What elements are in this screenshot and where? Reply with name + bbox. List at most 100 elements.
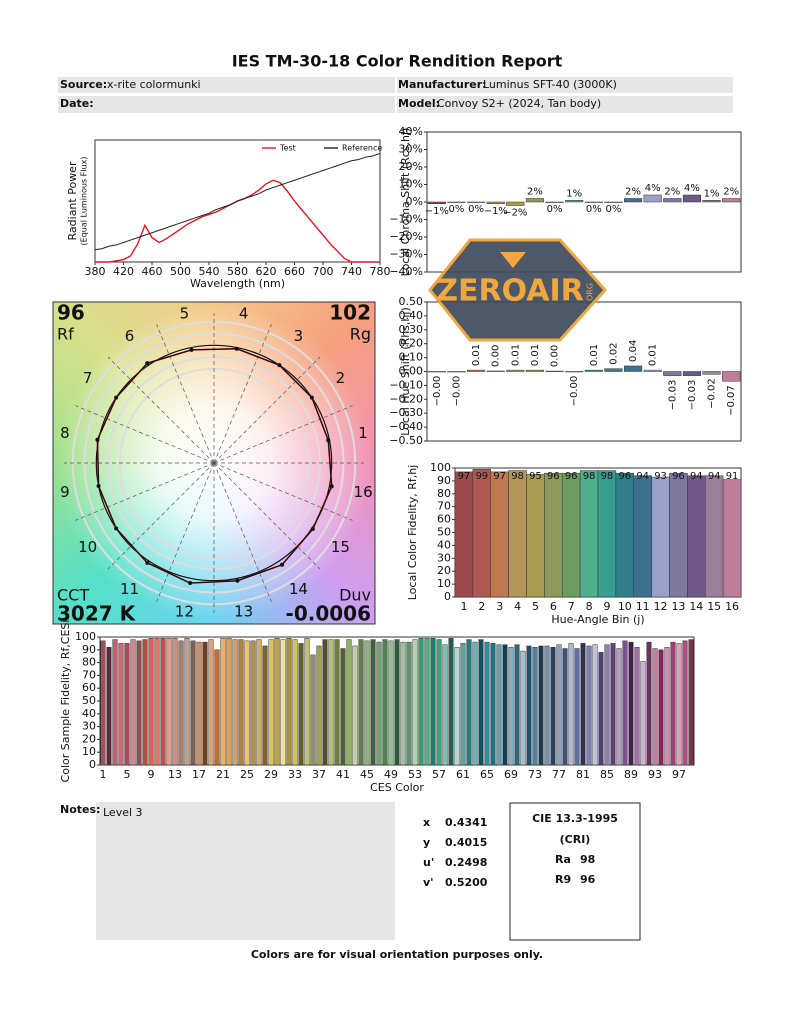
value-label: 96 <box>547 471 560 482</box>
x-tick-label: 460 <box>142 265 163 278</box>
y-axis-label: Radiant Power <box>66 161 79 240</box>
bar <box>682 640 688 766</box>
cri-title: CIE 13.3-1995 <box>532 812 618 825</box>
coord-value: 0.4015 <box>445 836 487 849</box>
bar <box>486 201 505 204</box>
bar <box>472 641 478 766</box>
bar <box>427 371 446 373</box>
bar <box>544 645 550 766</box>
value-label: 96 <box>672 471 685 482</box>
bar <box>525 369 545 372</box>
y-axis-label: (Equal Luminous Flux) <box>80 157 89 246</box>
value-label: 2% <box>625 187 641 198</box>
x-tick-label: 11 <box>636 600 650 613</box>
value-label: −0.02 <box>707 378 718 409</box>
y-tick-label: 50 <box>82 694 96 707</box>
bar <box>472 469 491 598</box>
bin-label: 12 <box>175 603 194 621</box>
x-tick-label: 9 <box>148 768 155 781</box>
bar <box>178 640 184 766</box>
value-label: 1% <box>566 188 582 199</box>
coord-label: x <box>423 816 430 829</box>
y-tick-label: 40% <box>399 125 423 138</box>
x-tick-label: 57 <box>432 768 446 781</box>
cct-label: CCT <box>57 586 89 605</box>
bin-label: 9 <box>60 483 70 501</box>
bar <box>688 639 694 766</box>
y-tick-label: −0.10 <box>389 378 423 391</box>
field-value: Convoy S2+ (2024, Tan body) <box>437 97 601 110</box>
value-label: 4% <box>645 183 661 194</box>
bin-divider <box>156 462 215 602</box>
bar <box>664 646 670 766</box>
x-tick-label: 53 <box>408 768 422 781</box>
bar <box>705 475 724 598</box>
value-label: 0.00 <box>491 345 502 367</box>
bar <box>545 370 564 372</box>
bar <box>604 201 623 203</box>
x-tick-label: 620 <box>256 265 277 278</box>
x-tick-label: 12 <box>654 600 668 613</box>
x-tick-label: 14 <box>689 600 703 613</box>
y-tick-label: −0.50 <box>389 434 423 447</box>
value-label: 94 <box>636 471 649 482</box>
y-axis-label: Local Chroma Shift (Rcs,hj) <box>399 128 412 277</box>
bar <box>616 648 622 766</box>
bar <box>584 201 603 203</box>
bar <box>478 639 484 766</box>
x-tick-label: 540 <box>199 265 220 278</box>
vector-arrow <box>277 363 282 368</box>
cri-value: 98 <box>580 853 595 866</box>
x-tick-label: 89 <box>624 768 638 781</box>
y-axis-label: Local Hue Shift (Rhs,hj) <box>399 307 412 435</box>
bar <box>196 641 202 766</box>
coord-label: u' <box>423 856 434 869</box>
value-label: −0.00 <box>451 376 462 407</box>
bin-divider <box>75 462 215 521</box>
cri-label: R9 <box>555 873 571 886</box>
bar <box>346 639 352 766</box>
bar <box>622 640 628 766</box>
bar <box>556 644 562 766</box>
x-tick-label: 5 <box>532 600 539 613</box>
bin-divider <box>213 462 353 521</box>
value-label: 94 <box>690 471 703 482</box>
bar <box>687 475 706 598</box>
bar <box>615 472 634 598</box>
value-label: 0.01 <box>589 344 600 366</box>
value-label: 96 <box>565 471 578 482</box>
bar <box>586 645 592 766</box>
bin-divider <box>213 324 272 464</box>
x-tick-label: 6 <box>550 600 557 613</box>
series-line <box>94 152 381 251</box>
bin-label: 8 <box>60 424 70 442</box>
bar <box>486 370 505 372</box>
y-tick-label: 40 <box>82 707 96 720</box>
y-tick-label: 80 <box>437 487 451 500</box>
bar <box>262 645 268 766</box>
x-tick-label: 33 <box>288 768 302 781</box>
bin-label: 1 <box>358 424 368 442</box>
x-tick-label: 69 <box>504 768 518 781</box>
x-tick-label: 21 <box>216 768 230 781</box>
value-label: 97 <box>493 471 506 482</box>
y-tick-label: 0 <box>444 590 451 603</box>
cri-label: Ra <box>555 853 571 866</box>
y-tick-label: 80 <box>82 656 96 669</box>
bar <box>220 638 226 766</box>
value-label: −1% <box>425 206 449 217</box>
vector-arrow <box>326 438 331 443</box>
bar <box>244 640 250 766</box>
y-tick-label: 100 <box>75 630 96 643</box>
cri-box <box>509 802 641 941</box>
value-label: 97 <box>458 471 471 482</box>
rf-label: Rf <box>57 325 74 344</box>
bar <box>676 643 682 766</box>
rg-value: 102 <box>329 301 371 325</box>
watermark: ZEROAIR ORG <box>428 238 608 342</box>
y-tick-label: 30 <box>437 551 451 564</box>
watermark-icon <box>500 252 526 268</box>
bar <box>580 643 586 766</box>
